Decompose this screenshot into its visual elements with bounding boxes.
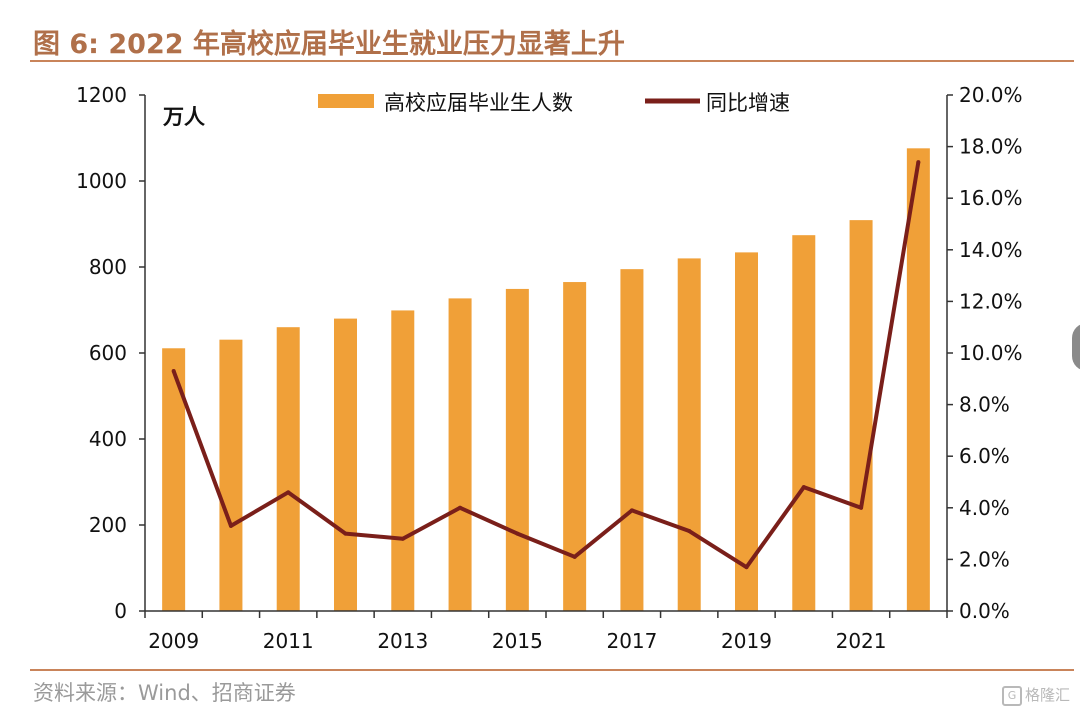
right-tick-label: 2.0% xyxy=(959,547,1010,571)
right-tick-label: 14.0% xyxy=(959,238,1023,262)
x-tick-label-2009: 2009 xyxy=(148,629,199,653)
growth-point-2017 xyxy=(629,508,634,513)
bar-2021 xyxy=(849,220,873,611)
bar-series xyxy=(162,148,930,611)
g-logo-icon: G xyxy=(1002,685,1022,706)
left-tick-label: 600 xyxy=(89,341,127,365)
left-tick-label: 0 xyxy=(114,599,127,623)
bar-2012 xyxy=(334,318,357,611)
growth-point-2018 xyxy=(687,529,692,534)
bar-2022 xyxy=(906,148,930,611)
tick-labels: 0 200 400 600 800 1000 1200 0.0% 2.0% 4.0% 6.0% 8.0… xyxy=(76,83,1022,653)
left-tick-label: 400 xyxy=(89,427,127,451)
right-tick-label: 8.0% xyxy=(959,393,1010,417)
right-tick-label: 20.0% xyxy=(959,83,1023,107)
x-tick-label-2011: 2011 xyxy=(263,629,314,653)
bar-2009 xyxy=(162,348,186,611)
bar-2016 xyxy=(563,282,587,611)
left-tick-label: 1000 xyxy=(76,169,127,193)
legend-bar-label: 高校应届毕业生人数 xyxy=(384,91,573,115)
x-tick-label-2021: 2021 xyxy=(836,629,887,653)
growth-point-2022 xyxy=(916,160,921,165)
left-tick-label: 800 xyxy=(89,255,127,279)
growth-point-2020 xyxy=(801,485,806,490)
right-tick-label: 0.0% xyxy=(959,599,1010,623)
footer-rule xyxy=(30,669,1074,671)
title-rule xyxy=(30,60,1074,62)
right-tick-label: 4.0% xyxy=(959,496,1010,520)
bar-2018 xyxy=(677,258,701,611)
growth-point-2009 xyxy=(171,369,176,374)
growth-point-2021 xyxy=(859,505,864,510)
growth-point-2016 xyxy=(572,554,577,559)
bar-2017 xyxy=(620,269,644,611)
legend-bar-swatch xyxy=(318,94,374,108)
growth-point-2012 xyxy=(343,531,348,536)
x-tick-label-2013: 2013 xyxy=(377,629,428,653)
watermark-text: 格隆汇 xyxy=(1025,686,1071,704)
left-tick-label: 200 xyxy=(89,513,127,537)
bar-2015 xyxy=(505,288,529,611)
axes xyxy=(139,94,953,618)
growth-point-2014 xyxy=(458,505,463,510)
right-tick-label: 6.0% xyxy=(959,444,1010,468)
right-tick-label: 10.0% xyxy=(959,341,1023,365)
left-tick-label: 1200 xyxy=(76,83,127,107)
right-tick-label: 12.0% xyxy=(959,289,1023,313)
bar-2019 xyxy=(735,252,758,611)
x-tick-label-2015: 2015 xyxy=(492,629,543,653)
growth-point-2019 xyxy=(744,565,749,570)
x-tick-label-2017: 2017 xyxy=(606,629,657,653)
bar-2014 xyxy=(448,298,472,611)
growth-point-2010 xyxy=(228,523,233,528)
legend: 高校应届毕业生人数 同比增速 xyxy=(318,91,790,115)
source-note: 资料来源：Wind、招商证券 xyxy=(33,681,296,705)
side-scroll-handle[interactable] xyxy=(1072,323,1080,371)
growth-point-2015 xyxy=(515,531,520,536)
right-tick-label: 16.0% xyxy=(959,186,1023,210)
x-tick-label-2019: 2019 xyxy=(721,629,772,653)
figure-title: 图 6: 2022 年高校应届毕业生就业压力显著上升 xyxy=(33,29,625,60)
growth-point-2013 xyxy=(400,536,405,541)
bar-2010 xyxy=(219,339,243,611)
bar-2020 xyxy=(792,235,816,611)
line-series xyxy=(171,160,921,570)
bar-2011 xyxy=(276,327,300,611)
right-tick-label: 18.0% xyxy=(959,135,1023,159)
legend-line-label: 同比增速 xyxy=(706,91,790,115)
watermark: G 格隆汇 xyxy=(1002,684,1070,706)
growth-point-2011 xyxy=(286,490,291,495)
growth-rate-line xyxy=(171,161,921,570)
left-axis-unit: 万人 xyxy=(162,105,205,129)
bar-2013 xyxy=(391,310,415,611)
